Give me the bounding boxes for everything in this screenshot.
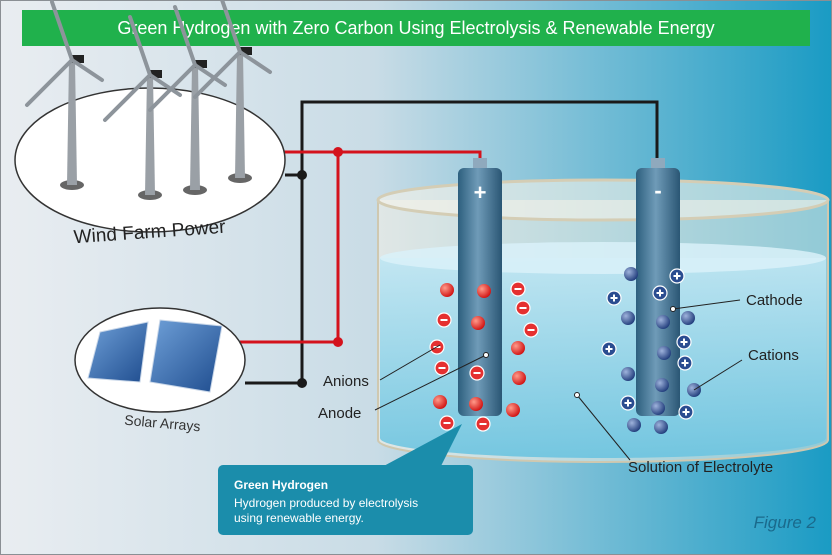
cation	[651, 401, 665, 415]
anion	[469, 397, 483, 411]
anion	[433, 395, 447, 409]
cations-label: Cations	[748, 347, 799, 364]
junction	[333, 337, 343, 347]
anode-sign: +	[474, 180, 487, 205]
cation	[627, 418, 641, 432]
callout-title: Green Hydrogen	[234, 478, 328, 492]
cation	[657, 346, 671, 360]
solution-label: Solution of Electrolyte	[628, 459, 773, 476]
cathode-label: Cathode	[746, 292, 803, 309]
anions-label: Anions	[323, 373, 369, 390]
anode-label: Anode	[318, 405, 361, 422]
callout-line: Hydrogen produced by electrolysis	[234, 496, 418, 510]
cation	[624, 267, 638, 281]
cation	[621, 367, 635, 381]
junction	[333, 147, 343, 157]
cation	[655, 378, 669, 392]
callout-line: using renewable energy.	[234, 511, 364, 525]
anion	[511, 341, 525, 355]
title: Green Hydrogen with Zero Carbon Using El…	[117, 18, 714, 38]
liquid-surface	[380, 242, 826, 274]
tank-rim	[378, 180, 828, 220]
anion	[512, 371, 526, 385]
solar-panel	[150, 320, 222, 392]
cation	[656, 315, 670, 329]
cation	[621, 311, 635, 325]
anion	[440, 283, 454, 297]
caption: Figure 2	[754, 513, 817, 532]
cathode-sign: -	[654, 178, 661, 203]
anion	[477, 284, 491, 298]
cation	[654, 420, 668, 434]
anion	[506, 403, 520, 417]
junction	[297, 170, 307, 180]
anion	[471, 316, 485, 330]
cation	[681, 311, 695, 325]
junction	[297, 378, 307, 388]
diagram: Green Hydrogen with Zero Carbon Using El…	[0, 0, 832, 555]
